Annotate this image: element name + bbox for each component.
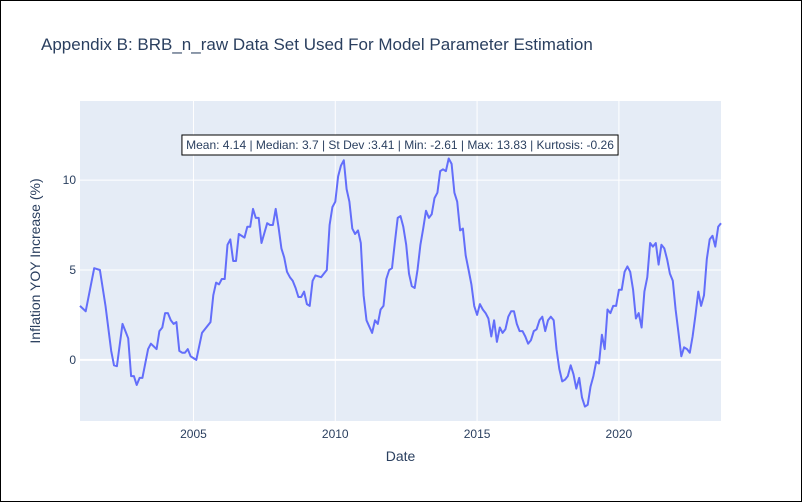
x-tick-label: 2005 <box>180 427 207 441</box>
x-tick-label: 2020 <box>606 427 633 441</box>
annotation-text: Mean: 4.14 | Median: 3.7 | St Dev :3.41 … <box>186 138 614 152</box>
stats-annotation: Mean: 4.14 | Median: 3.7 | St Dev :3.41 … <box>181 134 619 156</box>
tick-labels: 2005 2010 2015 2020 0 5 10 <box>63 173 633 441</box>
series-line <box>79 157 722 408</box>
x-tick-label: 2010 <box>322 427 349 441</box>
x-axis-title: Date <box>386 448 416 464</box>
y-axis-title: Inflation YOY Increase (%) <box>27 178 43 343</box>
annotation-box <box>181 134 619 156</box>
chart-title: Appendix B: BRB_n_raw Data Set Used For … <box>41 35 593 54</box>
y-tick-label: 0 <box>69 353 76 367</box>
x-tick-label: 2015 <box>464 427 491 441</box>
y-tick-label: 5 <box>69 263 76 277</box>
series-layer <box>79 157 722 408</box>
y-tick-label: 10 <box>63 173 77 187</box>
